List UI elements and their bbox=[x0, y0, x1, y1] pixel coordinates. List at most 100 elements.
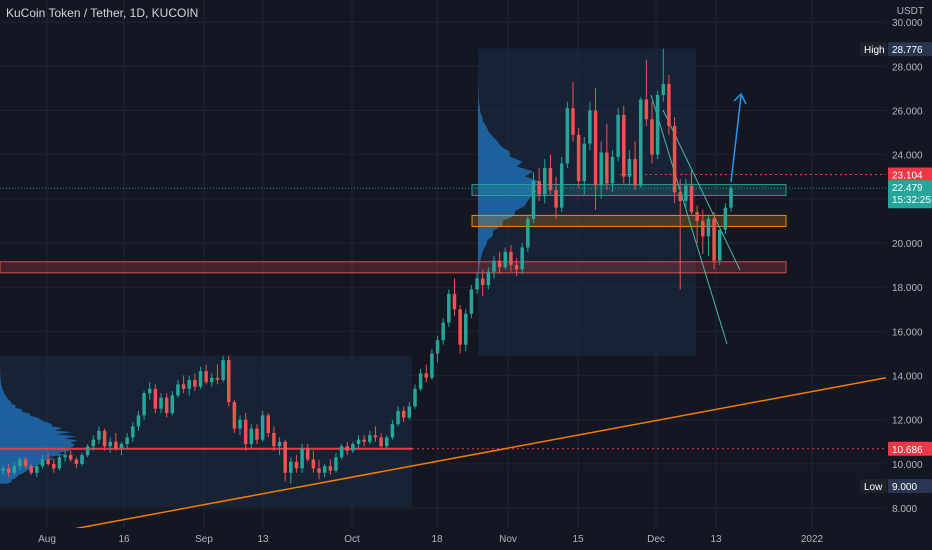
candle-body bbox=[131, 426, 135, 438]
candle bbox=[610, 150, 615, 193]
candle-body bbox=[723, 207, 728, 230]
candle bbox=[147, 382, 152, 400]
candle bbox=[215, 364, 220, 385]
time-tick-label: 18 bbox=[431, 534, 443, 545]
candle bbox=[40, 455, 45, 469]
candle bbox=[441, 318, 445, 345]
candle bbox=[509, 245, 513, 272]
candle bbox=[114, 433, 118, 451]
candle bbox=[97, 426, 101, 445]
candle-body bbox=[102, 430, 107, 447]
candle bbox=[85, 444, 90, 458]
candle-body bbox=[413, 388, 417, 407]
candle bbox=[260, 410, 265, 442]
candle bbox=[588, 101, 592, 151]
candle-body bbox=[289, 461, 293, 473]
candle bbox=[243, 413, 248, 451]
candle bbox=[80, 452, 84, 467]
candle bbox=[52, 459, 56, 473]
price-tick-label: 12.000 bbox=[892, 416, 923, 427]
candle bbox=[582, 136, 587, 195]
countdown-text: 15:32:25 bbox=[892, 195, 931, 206]
candle bbox=[339, 444, 344, 460]
candle-body bbox=[317, 468, 321, 473]
candle-body bbox=[497, 260, 502, 268]
candle-body bbox=[678, 192, 682, 202]
candle bbox=[503, 247, 508, 270]
candle bbox=[723, 203, 728, 235]
candle bbox=[283, 439, 287, 482]
candle bbox=[684, 178, 688, 210]
candle bbox=[576, 128, 581, 188]
candle bbox=[554, 176, 558, 219]
candle bbox=[605, 123, 609, 190]
long-term-trendline bbox=[54, 377, 887, 534]
time-tick-label: Oct bbox=[344, 534, 360, 545]
price-zone bbox=[471, 214, 787, 227]
candle bbox=[272, 426, 276, 451]
candle-body bbox=[29, 466, 33, 473]
candle bbox=[266, 413, 270, 438]
candle-body bbox=[339, 446, 344, 458]
candle-body bbox=[85, 446, 90, 456]
candle-body bbox=[717, 229, 722, 261]
time-tick-label: 13 bbox=[257, 534, 269, 545]
candle bbox=[305, 444, 310, 462]
candle bbox=[396, 406, 400, 427]
candles bbox=[1, 48, 733, 484]
time-tick-label: 13 bbox=[710, 534, 722, 545]
candle bbox=[401, 406, 406, 422]
candle-body bbox=[407, 406, 412, 418]
candle bbox=[226, 355, 231, 407]
candle bbox=[373, 426, 378, 442]
channel-line-lower bbox=[650, 94, 728, 345]
candle bbox=[407, 402, 412, 420]
candle-body bbox=[277, 441, 282, 447]
support-price-badge: 10.686 bbox=[888, 441, 932, 456]
candle bbox=[63, 450, 67, 462]
low-label-badge: Low bbox=[860, 479, 887, 494]
candle-body bbox=[655, 94, 660, 155]
candle bbox=[198, 366, 203, 389]
candle-body bbox=[147, 388, 152, 394]
price-axis[interactable]: 30.00028.00026.00024.00022.00020.00018.0… bbox=[886, 0, 932, 550]
volume-profile-left bbox=[0, 360, 78, 484]
candle-body bbox=[300, 448, 304, 469]
candle-body bbox=[435, 340, 440, 354]
candle bbox=[74, 457, 79, 469]
candle bbox=[430, 349, 434, 380]
candle bbox=[480, 269, 485, 297]
price-badges: High 28.776 Low 9.000 23.104 10.686 22.47915:3… bbox=[860, 42, 932, 494]
candle bbox=[311, 450, 316, 473]
candle-body bbox=[503, 251, 508, 268]
candle-body bbox=[57, 457, 62, 469]
candle bbox=[661, 48, 666, 102]
price-tick-label: 30.000 bbox=[892, 18, 923, 29]
candle bbox=[136, 410, 141, 431]
chart-title: KuCoin Token / Tether, 1D, KUCOIN bbox=[6, 6, 199, 20]
candle bbox=[249, 424, 254, 449]
candle-body bbox=[695, 212, 699, 221]
candle-body bbox=[97, 430, 101, 440]
candle-body bbox=[356, 439, 361, 445]
candle-body bbox=[593, 110, 598, 186]
high-label-badge: High bbox=[860, 42, 887, 57]
high-label-badge-text: High bbox=[864, 45, 885, 56]
time-axis[interactable]: Aug 16 Sep 13 Oct 18 Nov 15 Dec 13 2022 bbox=[0, 528, 932, 550]
candle-body bbox=[46, 459, 50, 464]
candle-body bbox=[480, 278, 485, 285]
candle bbox=[181, 375, 186, 394]
candle-body bbox=[582, 143, 587, 182]
candle bbox=[131, 421, 135, 442]
time-tick-label: 15 bbox=[572, 534, 584, 545]
candle-body bbox=[672, 125, 677, 193]
candle bbox=[277, 437, 282, 456]
candle-body bbox=[52, 463, 56, 469]
candle-body bbox=[627, 159, 632, 177]
candle-body bbox=[260, 415, 265, 440]
candle bbox=[526, 214, 530, 252]
candle-body bbox=[108, 441, 112, 447]
